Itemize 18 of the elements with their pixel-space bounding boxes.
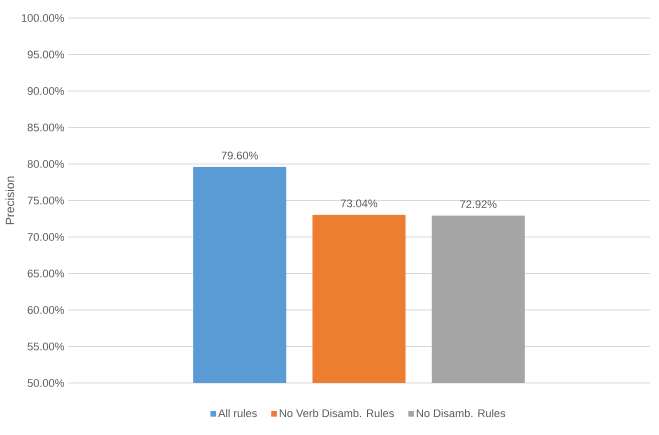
- y-tick-label: 70.00%: [28, 233, 64, 241]
- data-label: 79.60%: [222, 152, 258, 160]
- y-tick-label: 60.00%: [28, 306, 64, 314]
- y-tick-label: 100.00%: [22, 14, 64, 22]
- data-label: 72.92%: [460, 200, 497, 208]
- y-tick-label: 65.00%: [28, 270, 64, 278]
- legend-label: No Verb Disamb. Rules: [280, 409, 394, 418]
- data-label: 73.04%: [340, 199, 378, 208]
- y-tick-label: 80.00%: [28, 160, 64, 168]
- y-tick-label: 75.00%: [28, 196, 64, 204]
- legend-label: No Disamb. Rules: [416, 409, 506, 418]
- y-axis-title: Precision: [5, 176, 14, 224]
- legend-label: All rules: [218, 409, 257, 418]
- y-tick-label: 85.00%: [28, 124, 64, 132]
- y-tick-label: 95.00%: [28, 50, 64, 58]
- y-tick-label: 55.00%: [28, 342, 64, 350]
- y-tick-label: 90.00%: [28, 87, 64, 95]
- y-tick-label: 50.00%: [28, 379, 64, 387]
